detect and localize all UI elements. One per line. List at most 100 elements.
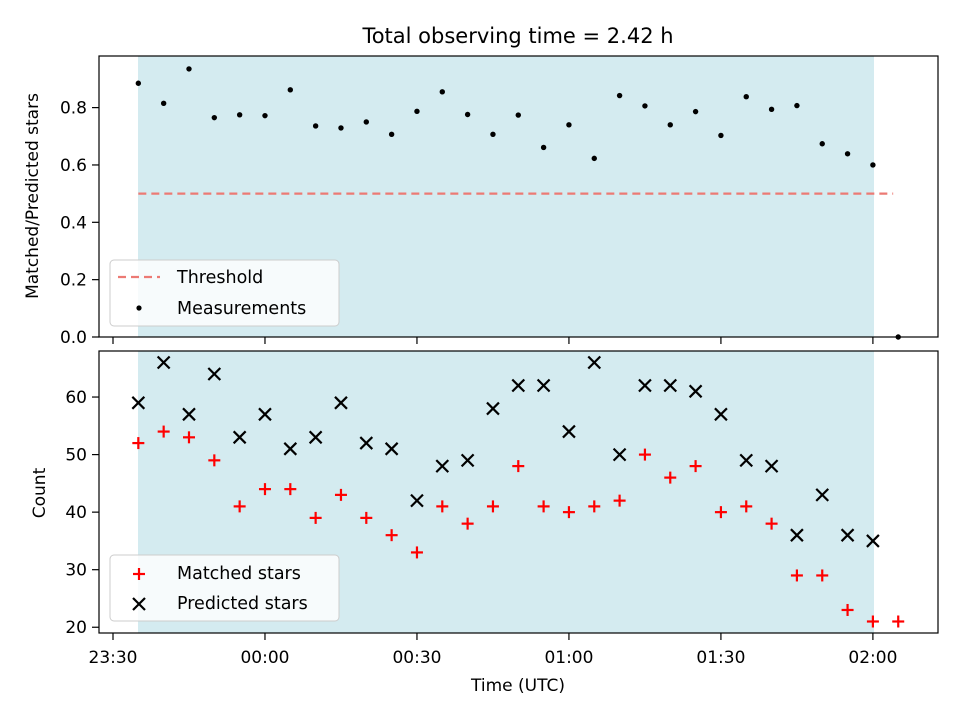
top-legend-box (109, 259, 340, 327)
matched-star-point (740, 500, 753, 513)
bottom-y-ticks: 20 30 40 50 60 (65, 388, 99, 638)
y-tick-label: 0.6 (60, 156, 87, 176)
measurement-point (819, 141, 825, 147)
matched-star-point (537, 500, 550, 513)
measurement-point (566, 122, 572, 128)
matched-star-point (258, 483, 271, 496)
matched-star-point (233, 500, 246, 513)
top-y-ticks: 0.0 0.2 0.4 0.6 0.8 (60, 99, 99, 348)
bottom-x-ticks: 23:30 00:00 00:30 01:00 01:30 02:00 (89, 633, 897, 668)
y-tick-label: 60 (65, 388, 87, 408)
predicted-star-point (460, 453, 475, 468)
matched-star-point (360, 511, 373, 524)
predicted-star-point (182, 407, 196, 422)
top-marks (135, 66, 901, 340)
predicted-star-point (486, 401, 500, 416)
legend-matched-label: Matched stars (177, 564, 301, 584)
predicted-star-point (840, 528, 855, 542)
y-tick-label: 40 (65, 503, 87, 523)
measurement-point (844, 151, 851, 157)
measurement-point (135, 80, 142, 86)
measurement-point (490, 131, 496, 137)
x-axis-label: Time (UTC) (470, 676, 565, 696)
matched-star-point (866, 615, 879, 628)
measurement-point (642, 103, 648, 109)
predicted-star-point (207, 367, 222, 381)
matched-star-point (182, 431, 195, 444)
measurement-point (287, 87, 294, 93)
x-tick-label: 23:30 (89, 648, 138, 668)
predicted-star-point (334, 396, 348, 410)
measurement-point (262, 112, 268, 119)
top-x-ticks (112, 337, 874, 344)
top-legend: Threshold Measurements (109, 259, 340, 327)
matched-star-point (765, 517, 778, 530)
predicted-star-point (562, 424, 576, 439)
matched-star-point (284, 483, 297, 496)
predicted-star-point (359, 436, 374, 450)
matched-star-point (309, 511, 322, 524)
legend-predicted-swatch (132, 597, 146, 611)
bottom-legend: Matched stars Predicted stars (109, 554, 340, 622)
measurement-point (794, 102, 800, 109)
bottom-axes-frame (98, 350, 939, 634)
matched-star-point (486, 500, 499, 513)
matched-star-point (385, 529, 398, 542)
x-tick-label: 01:00 (544, 648, 593, 668)
matched-star-point (841, 603, 854, 616)
matched-star-point (664, 471, 677, 484)
predicted-star-point (232, 430, 247, 445)
measurement-point (870, 162, 876, 168)
matched-star-point (892, 615, 905, 628)
predicted-star-point (866, 534, 880, 548)
matched-star-point (588, 500, 601, 513)
predicted-star-point (714, 407, 728, 422)
top-panel: 0.00.20.40.60.8 Matched/Predicted stars … (23, 55, 939, 348)
legend-threshold-label: Threshold (176, 268, 263, 288)
matched-star-point (816, 569, 829, 582)
measurement-point (312, 123, 319, 129)
x-tick-label: 00:30 (392, 648, 441, 668)
matched-star-point (436, 500, 449, 513)
predicted-star-point (612, 447, 627, 462)
matched-star-point (790, 569, 803, 582)
x-tick-label: 02:00 (848, 648, 897, 668)
predicted-star-point (308, 430, 323, 445)
y-tick-label: 0.0 (60, 328, 87, 348)
predicted-star-point (435, 459, 450, 473)
matched-star-point (562, 506, 575, 519)
legend-measurements-label: Measurements (177, 299, 306, 319)
predicted-star-point (131, 396, 146, 410)
predicted-star-point (258, 407, 272, 422)
predicted-star-point (663, 378, 678, 393)
measurement-point (363, 119, 369, 125)
measurement-point (743, 94, 749, 100)
bottom-legend-box (109, 554, 340, 622)
y-tick-label: 50 (65, 446, 87, 466)
y-tick-label: 0.4 (60, 213, 87, 233)
measurement-point (464, 111, 471, 118)
predicted-star-point (815, 488, 830, 502)
measurement-point (388, 131, 395, 137)
x-tick-label: 00:00 (240, 648, 289, 668)
predicted-star-point (587, 355, 602, 370)
predicted-star-point (384, 442, 399, 456)
y-tick-label: 30 (65, 561, 87, 581)
measurement-point (160, 100, 167, 107)
predicted-star-point (410, 493, 424, 508)
top-y-axis-label: Matched/Predicted stars (23, 93, 43, 299)
legend-predicted-label: Predicted stars (177, 594, 308, 614)
matched-star-point (512, 460, 525, 473)
predicted-star-point (638, 378, 652, 393)
top-axes-frame (98, 55, 939, 338)
predicted-star-point (764, 459, 779, 473)
measurement-point (616, 92, 623, 99)
measurement-point (338, 125, 344, 131)
measurement-point (211, 114, 218, 121)
x-tick-label: 01:30 (696, 648, 745, 668)
matched-star-point (461, 517, 474, 530)
matched-star-point (714, 506, 727, 519)
measurement-point (667, 122, 673, 128)
measurement-point (515, 112, 521, 118)
matched-star-point (410, 546, 423, 559)
